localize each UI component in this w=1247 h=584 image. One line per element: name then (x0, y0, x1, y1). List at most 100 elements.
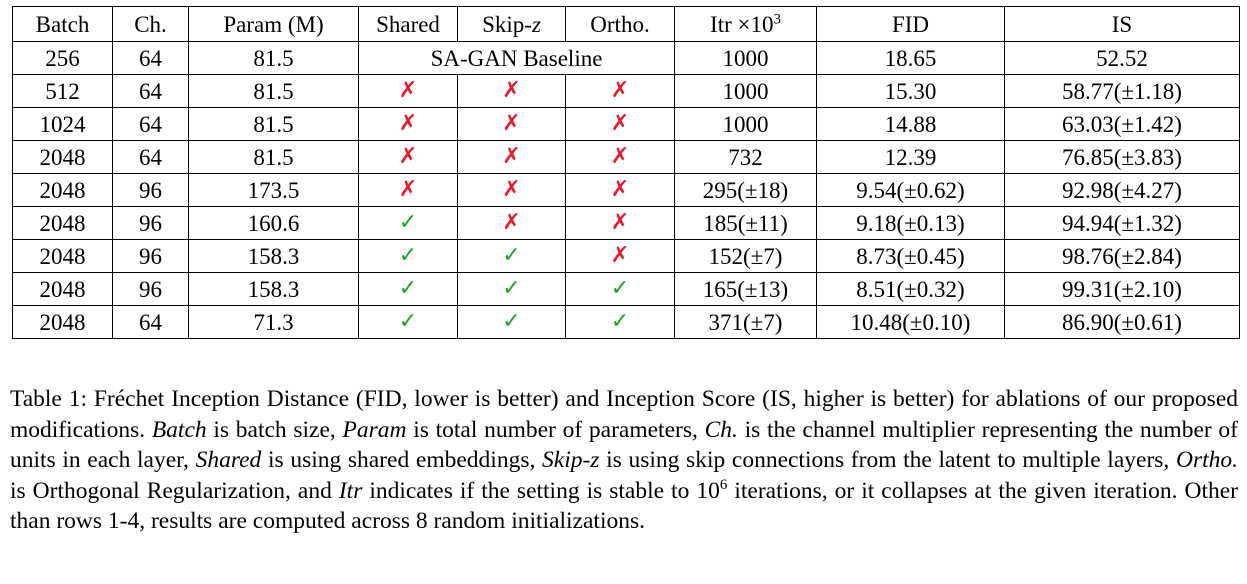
table-row: 2048 64 81.5 ✗ ✗ ✗ 732 12.39 76.85(±3.83) (12, 140, 1240, 174)
cell-fid: 8.51(±0.32) (816, 272, 1005, 306)
caption-text: is using shared embeddings, (261, 447, 543, 473)
cell-fid: 14.88 (816, 107, 1005, 141)
cell-itr: 152(±7) (674, 239, 817, 273)
cell-ch: 96 (112, 272, 189, 306)
header-ortho: Ortho. (565, 6, 675, 42)
cell-ch: 64 (112, 41, 189, 75)
cell-param: 158.3 (188, 272, 359, 306)
cell-batch: 2048 (12, 140, 113, 174)
cell-fid: 9.18(±0.13) (816, 206, 1005, 240)
table-row: 2048 96 158.3 ✓ ✓ ✗ 152(±7) 8.73(±0.45) 98.76(±2… (12, 239, 1240, 273)
table-caption: Table 1: Fréchet Inception Distance (FID… (10, 384, 1238, 537)
cell-ortho-cross-icon: ✗ (565, 173, 675, 207)
cell-ch: 96 (112, 239, 189, 273)
cell-ortho-check-icon: ✓ (565, 305, 675, 339)
cell-skipz-cross-icon: ✗ (457, 206, 566, 240)
cell-is: 86.90(±0.61) (1004, 305, 1240, 339)
header-ch: Ch. (112, 6, 189, 42)
cell-itr: 185(±11) (674, 206, 817, 240)
cell-skipz-cross-icon: ✗ (457, 107, 566, 141)
cell-fid: 12.39 (816, 140, 1005, 174)
cell-param: 158.3 (188, 239, 359, 273)
cell-batch: 2048 (12, 305, 113, 339)
ablation-table: Batch Ch. Param (M) Shared Skip-z Ortho.… (12, 6, 1240, 339)
cell-is: 52.52 (1004, 41, 1240, 75)
cell-shared-check-icon: ✓ (358, 239, 458, 273)
cell-fid: 8.73(±0.45) (816, 239, 1005, 273)
caption-text: iterations, or it collapses at the given… (10, 477, 1238, 535)
cell-param: 71.3 (188, 305, 359, 339)
cell-ortho-check-icon: ✓ (565, 272, 675, 306)
cell-is: 99.31(±2.10) (1004, 272, 1240, 306)
header-itr-exponent: 3 (773, 10, 781, 27)
cell-param: 81.5 (188, 140, 359, 174)
header-itr-text: Itr ×10 (710, 11, 774, 37)
cell-is: 94.94(±1.32) (1004, 206, 1240, 240)
cell-itr: 732 (674, 140, 817, 174)
cell-is: 92.98(±4.27) (1004, 173, 1240, 207)
header-shared: Shared (358, 6, 458, 42)
caption-term-ch: Ch. (704, 416, 738, 443)
caption-text: Table 1: Fréchet Inception Distance (FID… (10, 386, 1238, 443)
cell-is: 98.76(±2.84) (1004, 239, 1240, 273)
cell-itr: 165(±13) (674, 272, 817, 306)
cell-is: 63.03(±1.42) (1004, 107, 1240, 141)
caption-text: is batch size, (206, 416, 343, 443)
header-skipz-var: z (531, 11, 541, 37)
table-row: 2048 96 160.6 ✓ ✗ ✗ 185(±11) 9.18(±0.13) 94.94(±… (12, 206, 1240, 240)
cell-ortho-cross-icon: ✗ (565, 107, 675, 141)
cell-ch: 64 (112, 140, 189, 174)
header-itr: Itr ×103 (674, 6, 817, 42)
cell-fid: 18.65 (816, 41, 1005, 75)
cell-shared-check-icon: ✓ (358, 272, 458, 306)
table-row: 512 64 81.5 ✗ ✗ ✗ 1000 15.30 58.77(±1.18) (12, 74, 1240, 108)
cell-is: 58.77(±1.18) (1004, 74, 1240, 108)
header-fid: FID (816, 6, 1005, 42)
table-row: 1024 64 81.5 ✗ ✗ ✗ 1000 14.88 63.03(±1.42) (12, 107, 1240, 141)
cell-fid: 9.54(±0.62) (816, 173, 1005, 207)
cell-param: 81.5 (188, 74, 359, 108)
cell-skipz-cross-icon: ✗ (457, 74, 566, 108)
caption-text: is using skip connections from the laten… (599, 447, 1176, 473)
cell-param: 81.5 (188, 41, 359, 75)
cell-itr: 371(±7) (674, 305, 817, 339)
cell-skipz-check-icon: ✓ (457, 272, 566, 306)
header-param: Param (M) (188, 6, 359, 42)
cell-batch: 2048 (12, 239, 113, 273)
cell-ortho-cross-icon: ✗ (565, 206, 675, 240)
cell-ch: 96 (112, 173, 189, 207)
cell-batch: 512 (12, 74, 113, 108)
cell-baseline-label: SA-GAN Baseline (358, 41, 675, 75)
cell-batch: 2048 (12, 173, 113, 207)
cell-shared-cross-icon: ✗ (358, 74, 458, 108)
caption-term-itr: Itr (338, 477, 363, 504)
caption-term-ortho: Ortho. (1175, 447, 1238, 473)
caption-text: is the channel multiplier representing t… (10, 416, 1238, 474)
table-row: 2048 96 173.5 ✗ ✗ ✗ 295(±18) 9.54(±0.62) 92.98(±… (12, 173, 1240, 207)
table-row-baseline: 256 64 81.5 SA-GAN Baseline 1000 18.65 5… (12, 41, 1240, 75)
cell-itr: 295(±18) (674, 173, 817, 207)
cell-ch: 64 (112, 74, 189, 108)
ablation-table-container: Batch Ch. Param (M) Shared Skip-z Ortho.… (12, 6, 1240, 339)
cell-fid: 10.48(±0.10) (816, 305, 1005, 339)
cell-batch: 256 (12, 41, 113, 75)
caption-text: is Orthogonal Regularization, and (10, 477, 339, 504)
cell-ch: 96 (112, 206, 189, 240)
cell-param: 81.5 (188, 107, 359, 141)
cell-ch: 64 (112, 107, 189, 141)
header-skipz: Skip-z (457, 6, 566, 42)
header-skipz-prefix: Skip- (482, 11, 532, 37)
cell-ch: 64 (112, 305, 189, 339)
header-batch: Batch (12, 6, 113, 42)
cell-batch: 2048 (12, 206, 113, 240)
caption-exponent: 6 (719, 476, 728, 493)
cell-itr: 1000 (674, 74, 817, 108)
caption-text: indicates if the setting is stable to 10 (362, 477, 720, 504)
cell-shared-cross-icon: ✗ (358, 107, 458, 141)
cell-param: 160.6 (188, 206, 359, 240)
cell-shared-cross-icon: ✗ (358, 173, 458, 207)
cell-skipz-check-icon: ✓ (457, 305, 566, 339)
cell-shared-cross-icon: ✗ (358, 140, 458, 174)
cell-shared-check-icon: ✓ (358, 206, 458, 240)
table-row: 2048 96 158.3 ✓ ✓ ✓ 165(±13) 8.51(±0.32) 99.31(±… (12, 272, 1240, 306)
